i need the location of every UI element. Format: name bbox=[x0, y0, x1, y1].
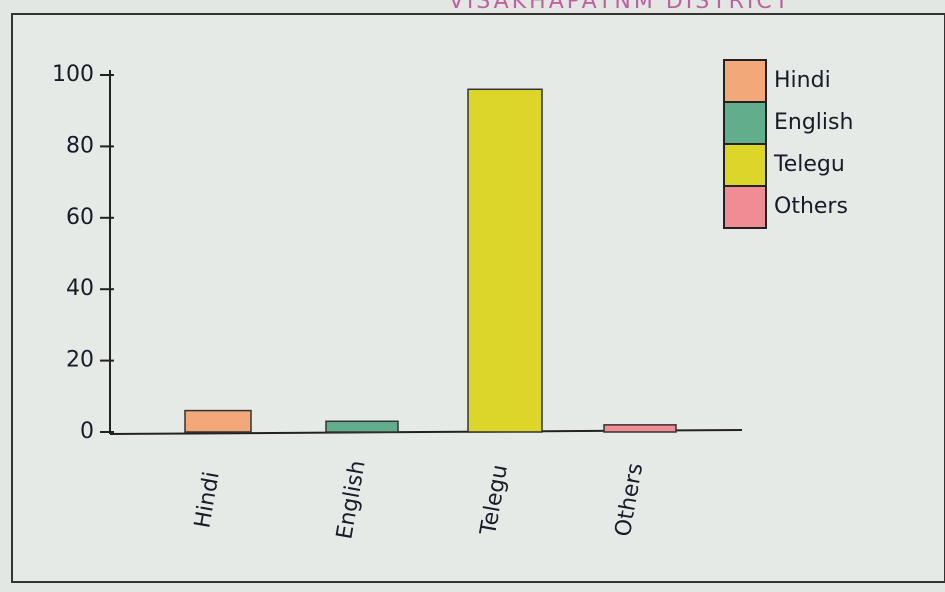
legend-swatch bbox=[723, 185, 767, 229]
y-tick-label: 100 bbox=[52, 62, 94, 87]
legend-label: Telegu bbox=[773, 152, 845, 177]
y-tick-label: 40 bbox=[66, 276, 94, 301]
y-tick-label: 80 bbox=[66, 133, 94, 158]
legend-label: Others bbox=[774, 194, 848, 219]
legend-swatch bbox=[723, 101, 767, 145]
chart-title: VISAKHAPATNM DISTRICT bbox=[449, 0, 791, 14]
bar bbox=[603, 424, 677, 433]
bar bbox=[467, 88, 543, 433]
legend-label: Hindi bbox=[774, 68, 831, 93]
bar bbox=[184, 409, 252, 433]
legend-swatch bbox=[723, 59, 767, 103]
y-tick-label: 0 bbox=[80, 419, 94, 444]
bar bbox=[325, 420, 399, 433]
y-tick-label: 20 bbox=[66, 348, 94, 373]
legend-swatch bbox=[723, 143, 767, 187]
y-tick-label: 60 bbox=[66, 205, 94, 230]
legend-label: English bbox=[774, 110, 853, 135]
